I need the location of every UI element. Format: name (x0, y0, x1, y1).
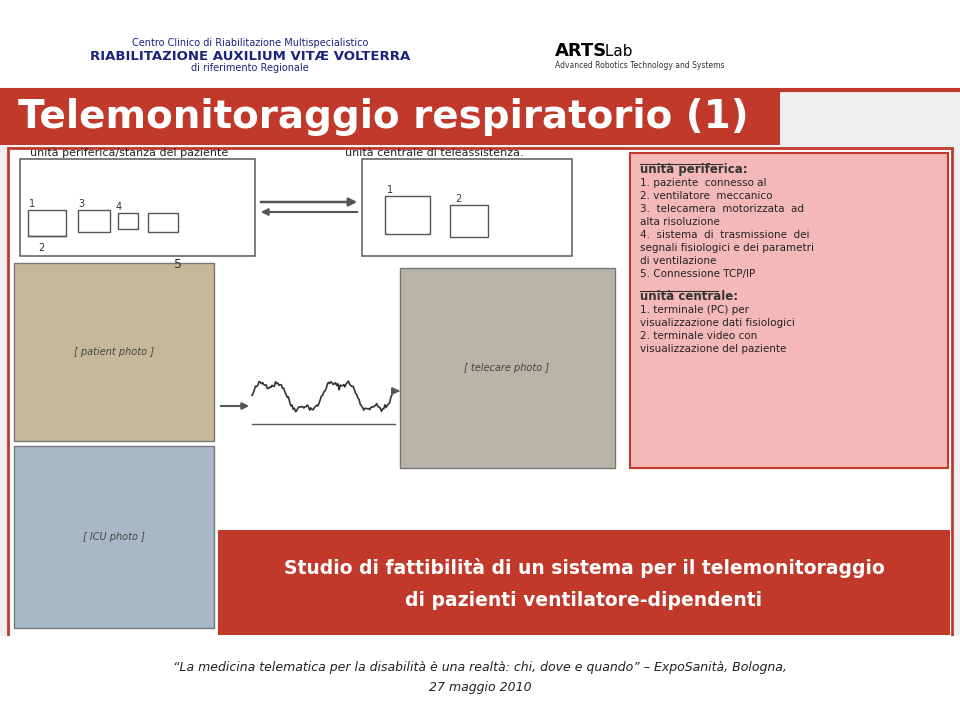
Text: RIABILITAZIONE AUXILIUM VITÆ VOLTERRA: RIABILITAZIONE AUXILIUM VITÆ VOLTERRA (90, 49, 410, 62)
FancyBboxPatch shape (14, 263, 214, 441)
Text: 4.  sistema  di  trasmissione  dei: 4. sistema di trasmissione dei (640, 230, 809, 240)
Text: 1: 1 (387, 185, 394, 195)
Text: di riferimento Regionale: di riferimento Regionale (191, 63, 309, 73)
Text: 5: 5 (174, 258, 182, 271)
Text: alta risoluzione: alta risoluzione (640, 217, 720, 227)
Text: segnali fisiologici e dei parametri: segnali fisiologici e dei parametri (640, 243, 814, 253)
Text: di pazienti ventilatore-dipendenti: di pazienti ventilatore-dipendenti (405, 591, 762, 609)
Text: 1: 1 (29, 199, 36, 209)
FancyBboxPatch shape (8, 148, 952, 638)
Text: [ telecare photo ]: [ telecare photo ] (465, 363, 549, 373)
FancyBboxPatch shape (218, 530, 950, 635)
Text: “La medicina telematica per la disabilità è una realtà: chi, dove e quando” – Ex: “La medicina telematica per la disabilit… (173, 662, 787, 674)
Text: Centro Clinico di Riabilitazione Multispecialistico: Centro Clinico di Riabilitazione Multisp… (132, 38, 369, 48)
Text: 2: 2 (38, 243, 44, 253)
Text: 2: 2 (455, 194, 461, 204)
Text: 3.  telecamera  motorizzata  ad: 3. telecamera motorizzata ad (640, 204, 804, 214)
FancyBboxPatch shape (20, 159, 255, 256)
Text: unità centrale di teleassistenza.: unità centrale di teleassistenza. (345, 148, 523, 158)
FancyBboxPatch shape (630, 153, 948, 468)
FancyBboxPatch shape (362, 159, 572, 256)
Text: 2. ventilatore  meccanico: 2. ventilatore meccanico (640, 191, 773, 201)
Text: 1. terminale (PC) per: 1. terminale (PC) per (640, 305, 749, 315)
Text: unità periferica/stanza del paziente: unità periferica/stanza del paziente (30, 147, 228, 158)
Text: 27 maggio 2010: 27 maggio 2010 (429, 682, 531, 695)
FancyBboxPatch shape (400, 268, 615, 468)
Text: 5. Connessione TCP/IP: 5. Connessione TCP/IP (640, 269, 756, 279)
Text: Studio di fattibilità di un sistema per il telemonitoraggio: Studio di fattibilità di un sistema per … (283, 558, 884, 578)
Text: 1. paziente  connesso al: 1. paziente connesso al (640, 178, 766, 188)
Text: unità periferica:: unità periferica: (640, 163, 748, 176)
Text: [ patient photo ]: [ patient photo ] (74, 347, 154, 357)
Text: 3: 3 (78, 199, 84, 209)
Text: di ventilazione: di ventilazione (640, 256, 716, 266)
FancyBboxPatch shape (0, 636, 960, 716)
Text: visualizzazione del paziente: visualizzazione del paziente (640, 344, 786, 354)
Text: 2. terminale video con: 2. terminale video con (640, 331, 757, 341)
Text: Advanced Robotics Technology and Systems: Advanced Robotics Technology and Systems (555, 62, 725, 70)
Text: Telemonitoraggio respiratorio (1): Telemonitoraggio respiratorio (1) (18, 98, 749, 136)
Text: visualizzazione dati fisiologici: visualizzazione dati fisiologici (640, 318, 795, 328)
Text: unità centrale:: unità centrale: (640, 290, 738, 303)
FancyBboxPatch shape (14, 446, 214, 628)
Text: 4: 4 (116, 202, 122, 212)
Text: ARTS: ARTS (555, 42, 608, 60)
Text: [ ICU photo ]: [ ICU photo ] (84, 532, 145, 542)
FancyBboxPatch shape (0, 0, 960, 90)
FancyBboxPatch shape (0, 90, 780, 145)
Text: Lab: Lab (600, 44, 633, 59)
